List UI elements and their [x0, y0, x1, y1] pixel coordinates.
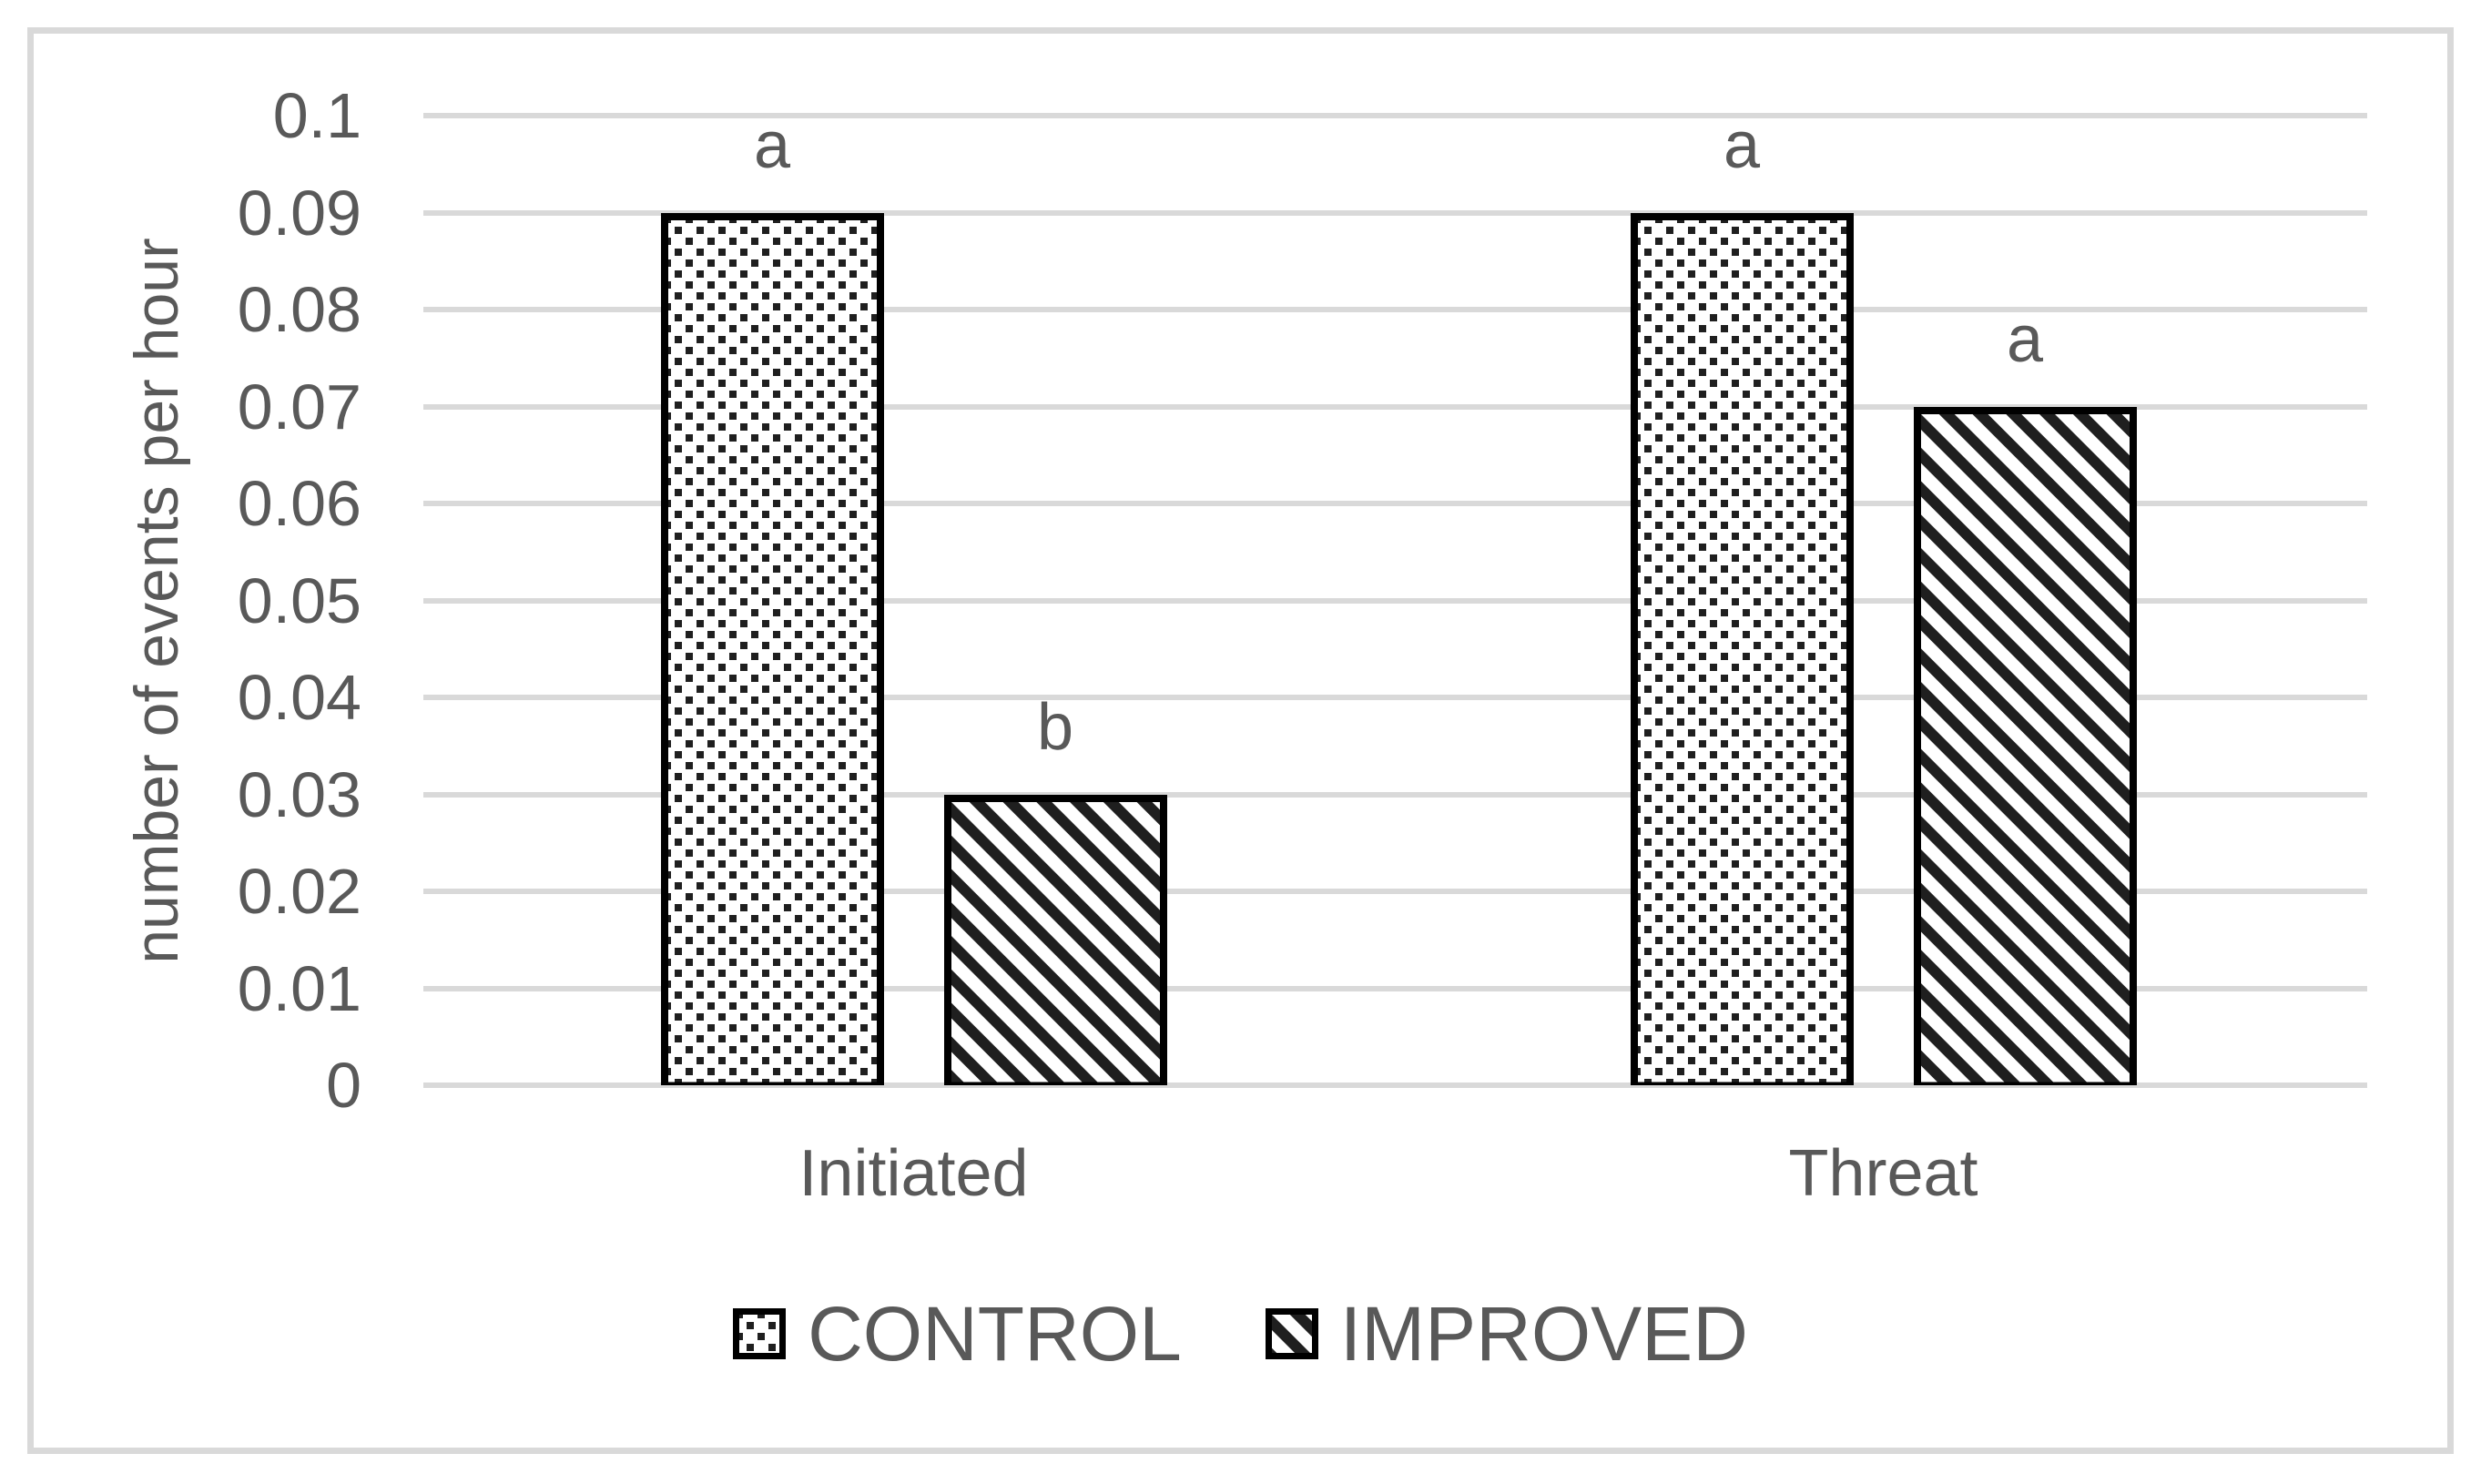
y-tick-label: 0.08 — [237, 274, 361, 345]
bar-improved-initiated — [943, 794, 1167, 1085]
gridline — [423, 695, 2367, 700]
legend-item-control: CONTROL — [733, 1293, 1182, 1375]
legend: CONTROL IMPROVED — [0, 1293, 2481, 1375]
gridline — [423, 597, 2367, 604]
y-tick-label: 0.02 — [237, 856, 361, 927]
y-tick-label: 0 — [326, 1050, 361, 1121]
significance-letter: a — [753, 108, 791, 182]
significance-letter: a — [1723, 108, 1761, 182]
control-pattern-swatch-icon — [733, 1308, 787, 1359]
x-category-label: Initiated — [798, 1137, 1029, 1210]
gridline — [423, 501, 2367, 506]
gridline — [423, 889, 2367, 894]
legend-label-control: CONTROL — [808, 1291, 1182, 1377]
x-category-label: Threat — [1788, 1137, 1978, 1210]
gridline — [423, 209, 2367, 216]
significance-letter: b — [1036, 690, 1074, 764]
y-tick-label: 0.01 — [237, 952, 361, 1024]
y-tick-label: 0.03 — [237, 758, 361, 830]
gridline — [423, 113, 2367, 118]
bar-control-threat — [1630, 212, 1854, 1085]
bar-control-initiated — [660, 212, 884, 1085]
gridline — [423, 403, 2367, 410]
gridline — [423, 307, 2367, 312]
legend-item-improved: IMPROVED — [1265, 1291, 1748, 1377]
gridline — [423, 985, 2367, 991]
legend-label-improved: IMPROVED — [1339, 1291, 1748, 1377]
significance-letter: a — [2006, 302, 2044, 376]
improved-pattern-swatch-icon — [1265, 1308, 1318, 1359]
y-tick-label: 0.1 — [272, 80, 361, 151]
bar-improved-threat — [1913, 406, 2137, 1085]
gridline — [423, 1083, 2367, 1088]
y-tick-label: 0.05 — [237, 564, 361, 636]
gridline — [423, 791, 2367, 798]
y-tick-label: 0.09 — [237, 177, 361, 249]
y-tick-label: 0.04 — [237, 662, 361, 733]
y-tick-label: 0.06 — [237, 468, 361, 539]
y-tick-label: 0.07 — [237, 371, 361, 442]
